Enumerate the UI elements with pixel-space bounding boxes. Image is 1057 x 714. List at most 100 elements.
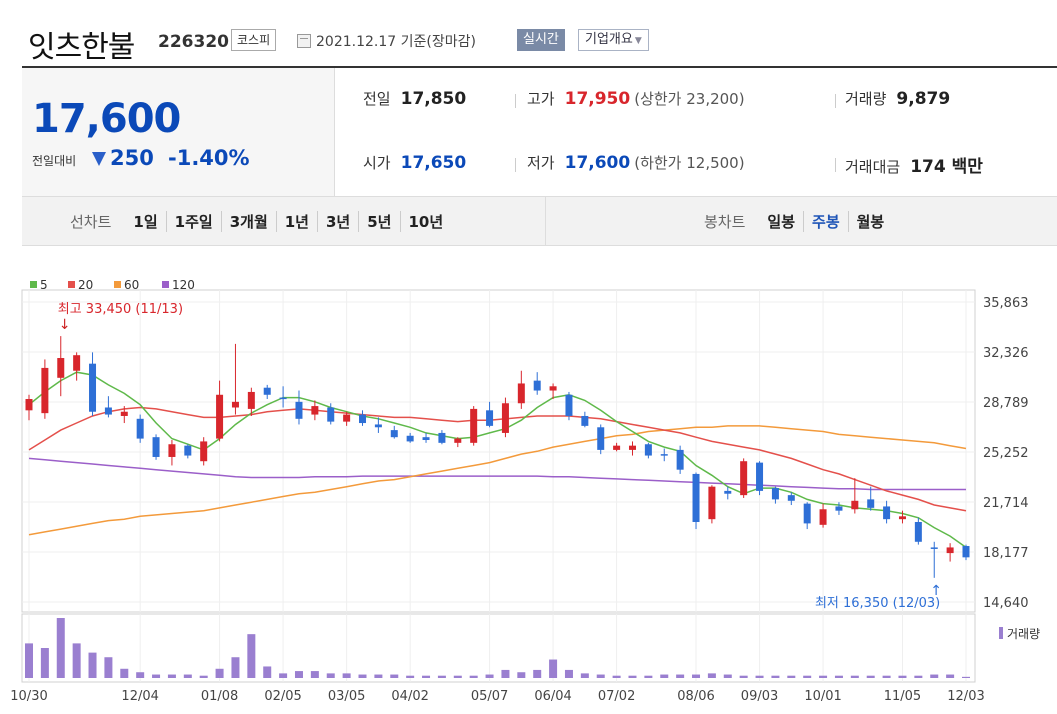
candle-body <box>883 506 891 520</box>
volume-value: 9,879 <box>896 89 951 109</box>
prev-close-value: 17,850 <box>400 89 467 109</box>
high-price: 고가 17,950 (상한가 23,200) <box>527 88 745 109</box>
candle-body <box>740 461 748 496</box>
period-3m[interactable]: 3개월 <box>220 211 276 232</box>
high-label: 고가 <box>527 90 555 108</box>
candle-daily[interactable]: 일봉 <box>767 213 796 231</box>
high-value: 17,950 <box>564 89 631 109</box>
candle-body <box>422 437 430 441</box>
candle-body <box>406 435 414 442</box>
candle-body <box>200 441 208 462</box>
volume-bar <box>580 673 589 678</box>
candle-body <box>676 449 684 470</box>
volume-bar <box>723 674 732 678</box>
candle-body <box>517 383 525 404</box>
candle-weekly[interactable]: 주봉 <box>803 211 848 232</box>
candle-body <box>231 401 239 408</box>
x-tick-label: 07/02 <box>598 689 635 704</box>
candle-body <box>708 486 716 520</box>
y-tick-label: 28,789 <box>983 396 1029 411</box>
candle-body <box>89 363 97 412</box>
candle-body <box>438 432 446 443</box>
current-price: 17,600 <box>32 96 181 142</box>
candle-body <box>57 358 65 378</box>
legend-ma20-label: 20 <box>78 278 93 292</box>
candle-body <box>454 438 462 443</box>
volume-bar <box>628 675 637 678</box>
stock-chart-svg: 35,863 32,326 28,789 25,252 21,714 18,177 14,6… <box>10 278 1040 704</box>
y-tick-label: 32,326 <box>983 346 1029 361</box>
candle-body <box>756 462 764 491</box>
trade-amount-label: 거래대금 <box>845 158 901 176</box>
x-tick-label: 04/02 <box>391 689 428 704</box>
candle-body <box>247 391 255 409</box>
volume-bar <box>962 676 970 678</box>
candle-body <box>311 406 319 415</box>
open-label: 시가 <box>363 154 391 172</box>
candle-body <box>628 445 636 450</box>
volume-bar <box>866 675 875 678</box>
x-tick-label: 10/30 <box>10 689 47 704</box>
candle-body <box>343 414 351 422</box>
period-5y[interactable]: 5년 <box>358 211 399 232</box>
volume-bar <box>231 657 240 678</box>
candle-body <box>152 437 160 457</box>
volume-bar <box>56 618 65 678</box>
chart-period-bar: 선차트 1일 1주일 3개월 1년 3년 5년 10년 봉차트 일봉 주봉 월봉 <box>22 196 1057 246</box>
volume-bar <box>914 675 923 678</box>
volume-bar <box>771 675 780 678</box>
volume-bar <box>167 674 176 678</box>
legend-ma120-swatch <box>162 281 169 288</box>
volume-bar <box>152 674 161 678</box>
volume-bar <box>660 674 669 678</box>
stats-separator <box>515 158 516 172</box>
volume-bar <box>342 673 351 678</box>
candle-body <box>787 495 795 501</box>
candle-body <box>295 401 303 419</box>
y-tick-label: 35,863 <box>983 296 1029 311</box>
volume-bar <box>279 673 288 678</box>
period-10y[interactable]: 10년 <box>399 211 452 232</box>
period-1d[interactable]: 1일 <box>133 213 158 231</box>
candle-body <box>946 547 954 554</box>
volume-bar <box>930 674 939 678</box>
candle-monthly[interactable]: 월봉 <box>847 211 893 232</box>
realtime-button[interactable]: 실시간 <box>517 29 565 51</box>
candle-body <box>597 427 605 450</box>
trade-amount: 거래대금 174 백만 <box>845 152 983 177</box>
line-chart-title: 선차트 <box>70 213 112 231</box>
stats-row-1: 전일 17,850 고가 17,950 (상한가 23,200) 거래량 9,879 <box>335 68 1057 132</box>
candle-body <box>803 503 811 524</box>
candle-body <box>898 516 906 520</box>
prev-close: 전일 17,850 <box>363 88 466 109</box>
volume-bar <box>326 673 335 678</box>
price-plot-frame <box>21 289 976 613</box>
x-tick-label: 05/07 <box>471 689 508 704</box>
volume: 거래량 9,879 <box>845 88 950 109</box>
period-3y[interactable]: 3년 <box>317 211 358 232</box>
period-1y[interactable]: 1년 <box>275 211 317 232</box>
volume-bar <box>374 674 383 678</box>
candle-chart-group: 봉차트 일봉 주봉 월봉 <box>704 211 892 232</box>
candle-body <box>851 500 859 510</box>
volume-bar <box>215 668 224 678</box>
period-1w[interactable]: 1주일 <box>165 211 221 232</box>
volume-bar <box>819 675 828 678</box>
volume-bar <box>247 634 256 678</box>
company-overview-dropdown[interactable]: 기업개요 ▼ <box>578 29 649 51</box>
candle-body <box>835 506 843 511</box>
change-label: 전일대비 <box>32 154 77 168</box>
volume-bar <box>390 674 399 678</box>
x-tick-label: 12/04 <box>121 689 158 704</box>
y-tick-label: 21,714 <box>983 496 1029 511</box>
candle-body <box>771 488 779 500</box>
ma20-line <box>28 406 967 512</box>
volume-bar <box>676 674 685 678</box>
price-change: 250 <box>110 146 154 170</box>
candle-body <box>168 444 176 457</box>
low-annotation: 최저 16,350 (12/03) <box>815 596 940 611</box>
volume-bar <box>437 675 446 678</box>
volume-bar <box>104 657 113 678</box>
volume-bar <box>310 671 319 678</box>
volume-bar <box>120 668 129 678</box>
